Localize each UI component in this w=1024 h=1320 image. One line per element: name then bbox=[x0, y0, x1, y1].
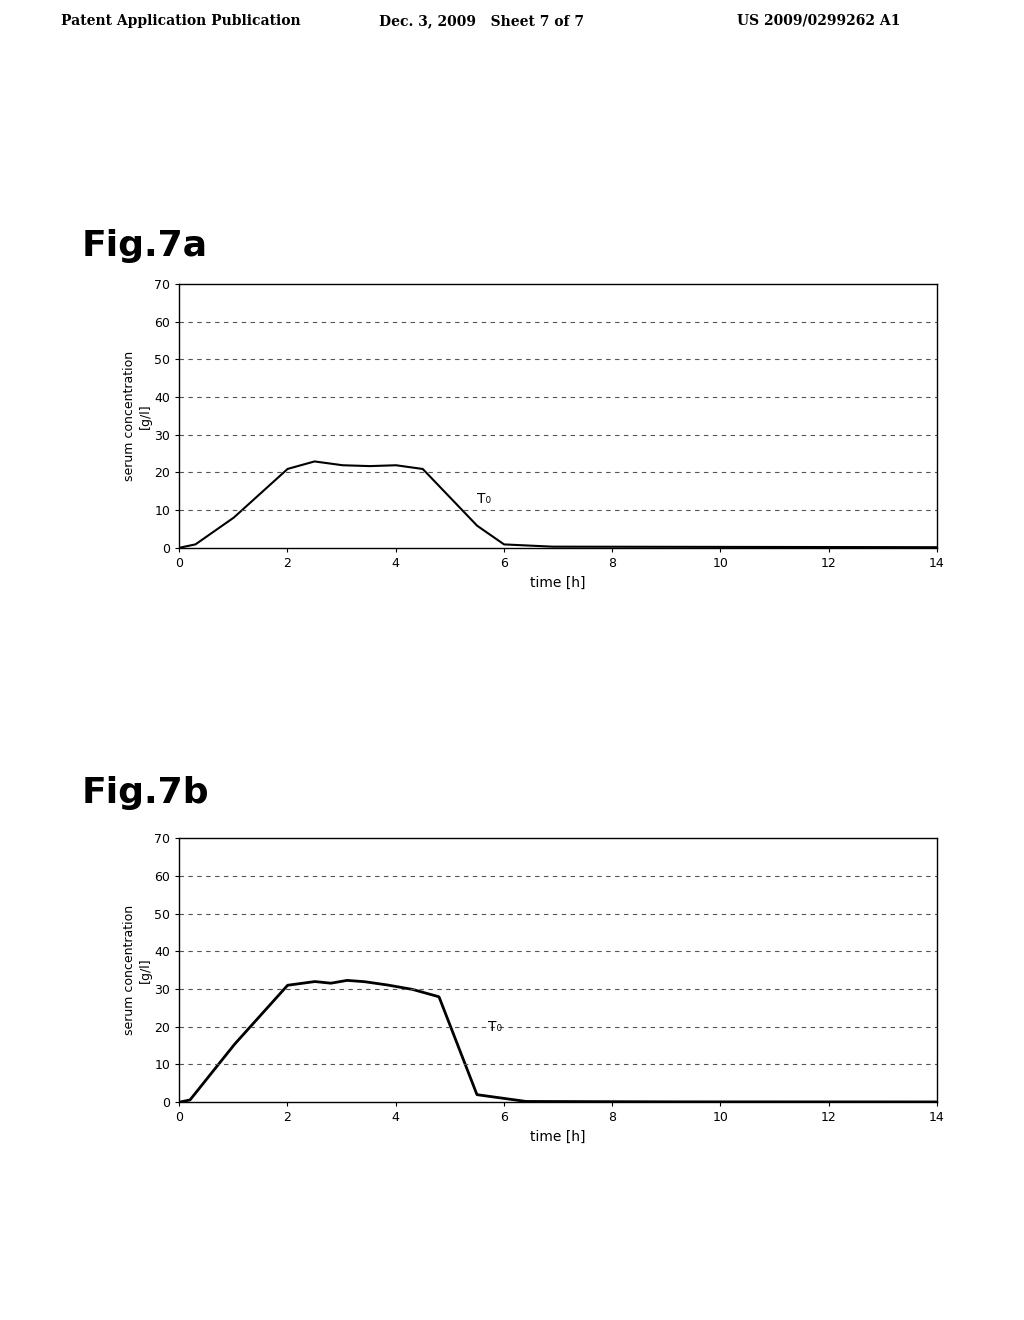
Text: T₀: T₀ bbox=[477, 492, 490, 506]
X-axis label: time [h]: time [h] bbox=[530, 1130, 586, 1144]
Text: Fig.7b: Fig.7b bbox=[82, 776, 210, 810]
Text: US 2009/0299262 A1: US 2009/0299262 A1 bbox=[737, 13, 901, 28]
X-axis label: time [h]: time [h] bbox=[530, 576, 586, 590]
Y-axis label: serum concentration
[g/l]: serum concentration [g/l] bbox=[124, 906, 152, 1035]
Y-axis label: serum concentration
[g/l]: serum concentration [g/l] bbox=[124, 351, 152, 480]
Text: T₀: T₀ bbox=[487, 1020, 502, 1034]
Text: Patent Application Publication: Patent Application Publication bbox=[61, 13, 301, 28]
Text: Dec. 3, 2009   Sheet 7 of 7: Dec. 3, 2009 Sheet 7 of 7 bbox=[379, 13, 584, 28]
Text: Fig.7a: Fig.7a bbox=[82, 228, 208, 263]
